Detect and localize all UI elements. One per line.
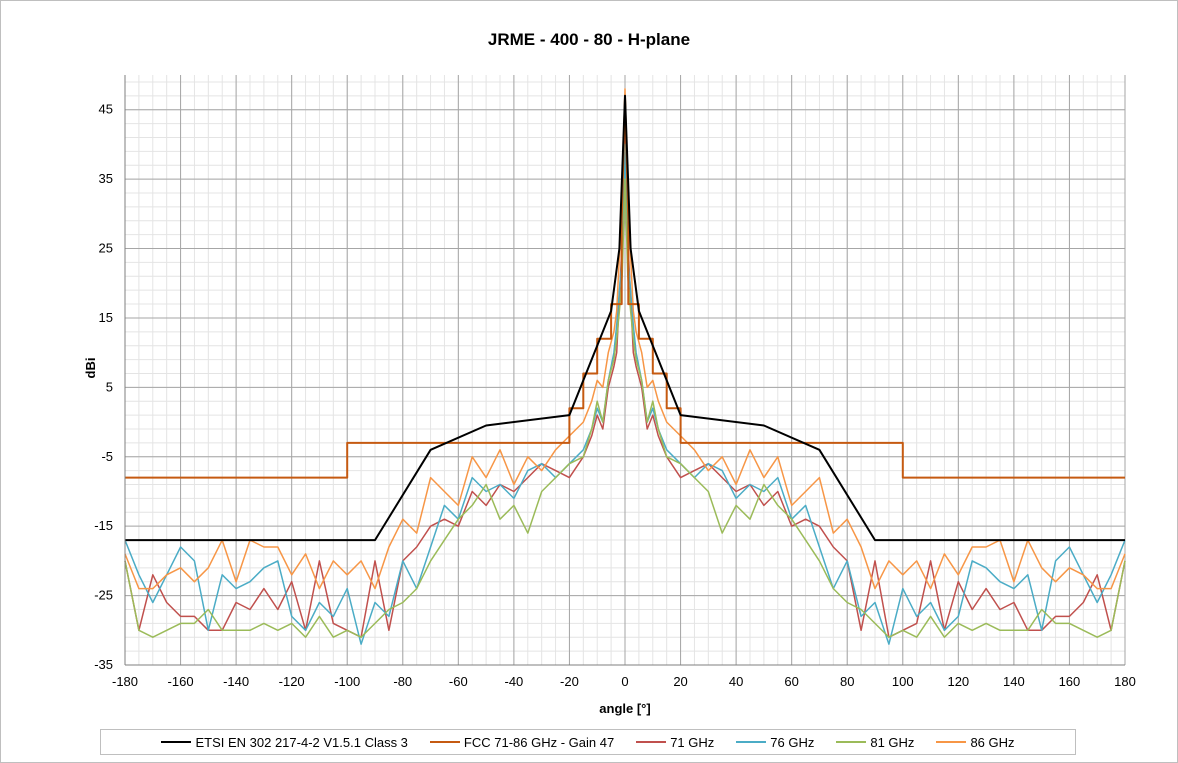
legend-entry: 81 GHz xyxy=(836,735,914,750)
x-axis-label: angle [°] xyxy=(599,701,650,716)
legend-label: 71 GHz xyxy=(670,734,715,750)
legend-label: 81 GHz xyxy=(870,734,915,750)
legend-swatch xyxy=(161,741,192,743)
series-line xyxy=(124,88,1126,590)
y-tick-label: -5 xyxy=(101,449,113,464)
x-tick-label: -60 xyxy=(449,674,468,689)
chart-legend: ETSI EN 302 217-4-2 V1.5.1 Class 3 FCC 71… xyxy=(100,729,1076,755)
legend-entry: 86 GHz xyxy=(936,734,1015,750)
x-tick-label: 80 xyxy=(840,674,854,689)
y-tick-label: -25 xyxy=(94,588,113,603)
x-tick-label: -180 xyxy=(112,674,138,689)
x-tick-label: 100 xyxy=(892,674,914,689)
legend-swatch xyxy=(736,741,767,743)
series-line xyxy=(125,94,1125,542)
series-line xyxy=(124,143,1126,645)
x-tick-label: 40 xyxy=(729,674,743,689)
x-tick-label: -140 xyxy=(223,674,249,689)
x-tick-label: 140 xyxy=(1003,674,1025,689)
legend-entry: FCC 71-86 GHz - Gain 47 xyxy=(429,734,615,750)
y-tick-label: 45 xyxy=(99,102,113,117)
y-tick-label: 15 xyxy=(99,310,113,325)
y-tick-label: 25 xyxy=(99,241,113,256)
y-tick-label: -15 xyxy=(94,518,113,533)
axis-layer: -180 -160 -140 -120 -100 -80 -60 -40 -20 0 20 40 60 8… xyxy=(94,75,1136,689)
y-tick-label: -35 xyxy=(94,657,113,672)
x-tick-label: 180 xyxy=(1114,674,1136,689)
x-tick-label: 60 xyxy=(784,674,798,689)
y-tick-label: 5 xyxy=(106,379,113,394)
y-axis-label: dBi xyxy=(83,358,98,379)
legend-swatch xyxy=(936,741,967,743)
series-line xyxy=(124,178,1126,638)
x-tick-label: 0 xyxy=(621,674,628,689)
x-tick-label: 160 xyxy=(1059,674,1081,689)
x-tick-label: -20 xyxy=(560,674,579,689)
legend-label: ETSI EN 302 217-4-2 V1.5.1 Class 3 xyxy=(195,734,408,750)
legend-entry: 76 GHz xyxy=(736,735,814,750)
legend-label: 76 GHz xyxy=(770,734,815,750)
x-tick-label: 20 xyxy=(673,674,687,689)
legend-label: 86 GHz xyxy=(970,734,1015,750)
legend-label: FCC 71-86 GHz - Gain 47 xyxy=(463,734,615,750)
x-tick-label: -80 xyxy=(393,674,412,689)
legend-entry: ETSI EN 302 217-4-2 V1.5.1 Class 3 xyxy=(161,734,408,750)
x-tick-label: -160 xyxy=(168,674,194,689)
x-tick-label: -40 xyxy=(504,674,523,689)
legend-swatch xyxy=(429,741,460,743)
chart-title: JRME - 400 - 80 - H-plane xyxy=(487,30,691,49)
legend-swatch xyxy=(836,741,867,743)
y-tick-label: 35 xyxy=(99,171,113,186)
x-tick-label: -100 xyxy=(334,674,360,689)
legend-entry: 71 GHz xyxy=(636,735,714,750)
legend-swatch xyxy=(636,741,667,743)
series-layer xyxy=(124,88,1126,645)
x-tick-label: 120 xyxy=(947,674,969,689)
x-tick-label: -120 xyxy=(279,674,305,689)
